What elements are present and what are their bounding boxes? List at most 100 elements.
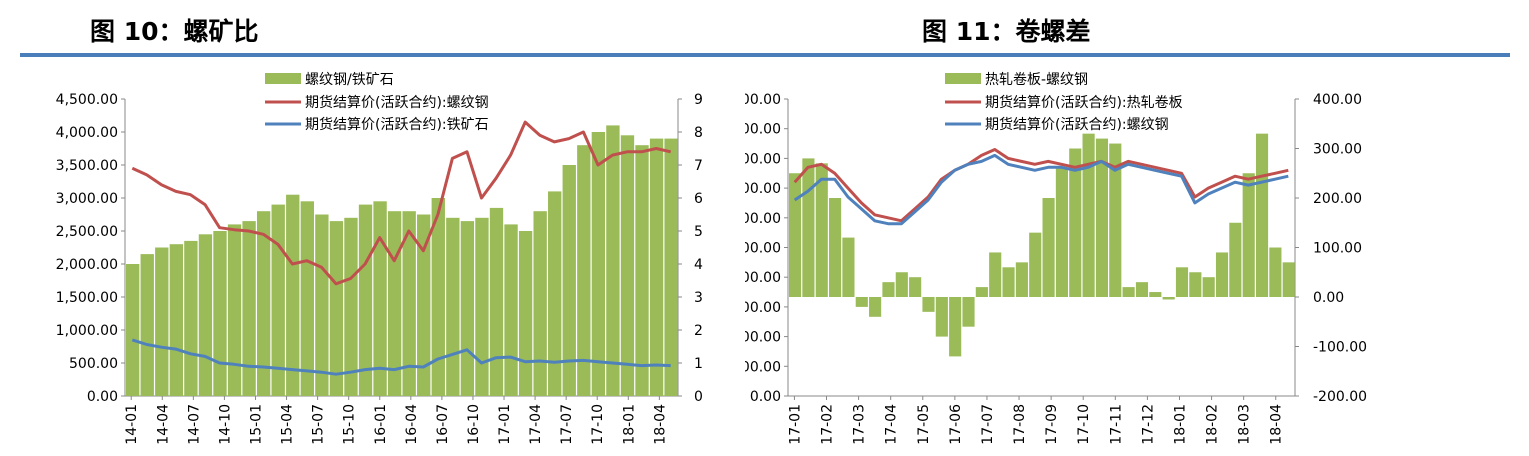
x-tick-label: 16-04 [404, 404, 420, 445]
bar [1202, 277, 1215, 297]
bar [922, 297, 935, 312]
y-left-tick-label: 4,000.00 [745, 151, 781, 167]
x-tick-label: 18-02 [1205, 404, 1221, 445]
x-tick-label: 17-12 [1140, 404, 1156, 445]
x-tick-label: 17-01 [787, 404, 803, 445]
bar [475, 217, 489, 396]
x-tick-label: 17-05 [916, 404, 932, 445]
y-left-tick-label: 1,000.00 [745, 330, 781, 346]
bar [1215, 252, 1229, 297]
bar [155, 247, 169, 396]
x-tick-label: 18-01 [1172, 404, 1188, 445]
y-left-tick-label: 3,000.00 [745, 211, 781, 227]
bar [909, 277, 922, 297]
y-right-tick-label: 200.00 [1313, 191, 1362, 207]
y-left-tick-label: 3,500.00 [745, 181, 781, 197]
bar [300, 201, 314, 396]
bar [1149, 292, 1162, 297]
y-right-tick-label: 100.00 [1313, 241, 1362, 257]
bar [620, 135, 635, 397]
x-tick-label: 17-07 [980, 404, 996, 445]
y-right-tick-label: -100.00 [1313, 340, 1367, 356]
bar [126, 264, 140, 396]
y-right-tick-label: 7 [694, 158, 703, 174]
y-left-tick-label: 4,000.00 [56, 125, 118, 141]
bar [227, 224, 242, 396]
bar [402, 211, 416, 396]
x-tick-label: 16-01 [373, 404, 389, 445]
bar [815, 163, 828, 297]
bar [895, 272, 908, 297]
bar [140, 254, 154, 396]
y-left-tick-label: 2,000.00 [745, 270, 781, 286]
x-tick-label: 17-08 [1012, 404, 1028, 445]
bar [1042, 198, 1055, 297]
bar [286, 194, 300, 396]
x-tick-label: 15-04 [280, 404, 296, 445]
x-tick-label: 17-10 [1076, 404, 1092, 445]
y-right-tick-label: 6 [694, 191, 703, 207]
bar [1069, 148, 1082, 297]
legend-label: 期货结算价(活跃合约):螺纹钢 [985, 116, 1169, 133]
x-tick-label: 14-10 [217, 404, 233, 445]
bar [242, 221, 256, 396]
x-tick-label: 17-03 [852, 404, 868, 445]
bar [855, 297, 868, 307]
x-tick-label: 17-01 [497, 404, 513, 445]
y-right-tick-label: 9 [694, 92, 703, 108]
x-tick-label: 15-10 [342, 404, 358, 445]
x-tick-label: 14-04 [155, 404, 171, 445]
bar [329, 221, 344, 396]
bar [198, 234, 213, 396]
x-tick-label: 17-09 [1044, 404, 1060, 445]
bar [315, 214, 329, 396]
bar [184, 240, 198, 396]
x-tick-label: 17-10 [590, 404, 606, 445]
bar [1162, 297, 1175, 300]
y-right-tick-label: 1 [694, 356, 703, 372]
legend-label: 期货结算价(活跃合约):热轧卷板 [985, 94, 1183, 111]
bar [1002, 267, 1015, 297]
y-left-tick-label: 5,000.00 [745, 92, 781, 108]
bar [548, 191, 562, 396]
y-right-tick-label: 0 [694, 389, 703, 405]
y-left-tick-label: 3,000.00 [56, 191, 118, 207]
bar [577, 145, 591, 396]
bar [789, 173, 802, 297]
y-left-tick-label: 4,500.00 [56, 92, 118, 108]
x-tick-label: 14-07 [186, 404, 202, 445]
bar [949, 297, 962, 357]
x-tick-label: 15-01 [248, 404, 264, 445]
bar [962, 297, 975, 327]
bar [1242, 173, 1255, 297]
y-right-tick-label: 300.00 [1313, 142, 1362, 158]
bar [1255, 133, 1269, 297]
x-tick-label: 17-02 [820, 404, 836, 445]
y-left-tick-label: 1,000.00 [56, 323, 118, 339]
bar [344, 217, 358, 396]
x-tick-label: 17-04 [884, 404, 900, 445]
bar [1229, 222, 1242, 297]
y-right-tick-label: 5 [694, 224, 703, 240]
x-tick-label: 16-10 [466, 404, 482, 445]
bar [1122, 287, 1135, 297]
bar [606, 125, 620, 397]
bar [635, 145, 649, 396]
bar [373, 201, 387, 396]
y-left-tick-label: 1,500.00 [745, 300, 781, 316]
y-left-tick-label: 2,500.00 [745, 241, 781, 257]
x-tick-label: 17-07 [559, 404, 575, 445]
series-line-2 [793, 153, 1289, 226]
y-right-tick-label: 4 [694, 257, 703, 273]
y-right-tick-label: 400.00 [1313, 92, 1362, 108]
y-left-tick-label: 0.00 [750, 389, 781, 405]
chart-rebar-iron-ratio: 0.00 500.00 1,000.00 1,500.00 2,000.00 2,500.… [56, 72, 703, 445]
x-tick-label: 14-01 [124, 404, 140, 445]
y-left-tick-label: 1,500.00 [56, 290, 118, 306]
figure-10-title: 图 10：螺矿比 [90, 17, 259, 46]
y-left-tick-label: 4,500.00 [745, 122, 781, 138]
legend-swatch-bar [945, 73, 981, 84]
legend-label: 热轧卷板-螺纹钢 [985, 72, 1088, 88]
bar [1189, 272, 1202, 297]
x-tick-label: 17-04 [528, 404, 544, 445]
